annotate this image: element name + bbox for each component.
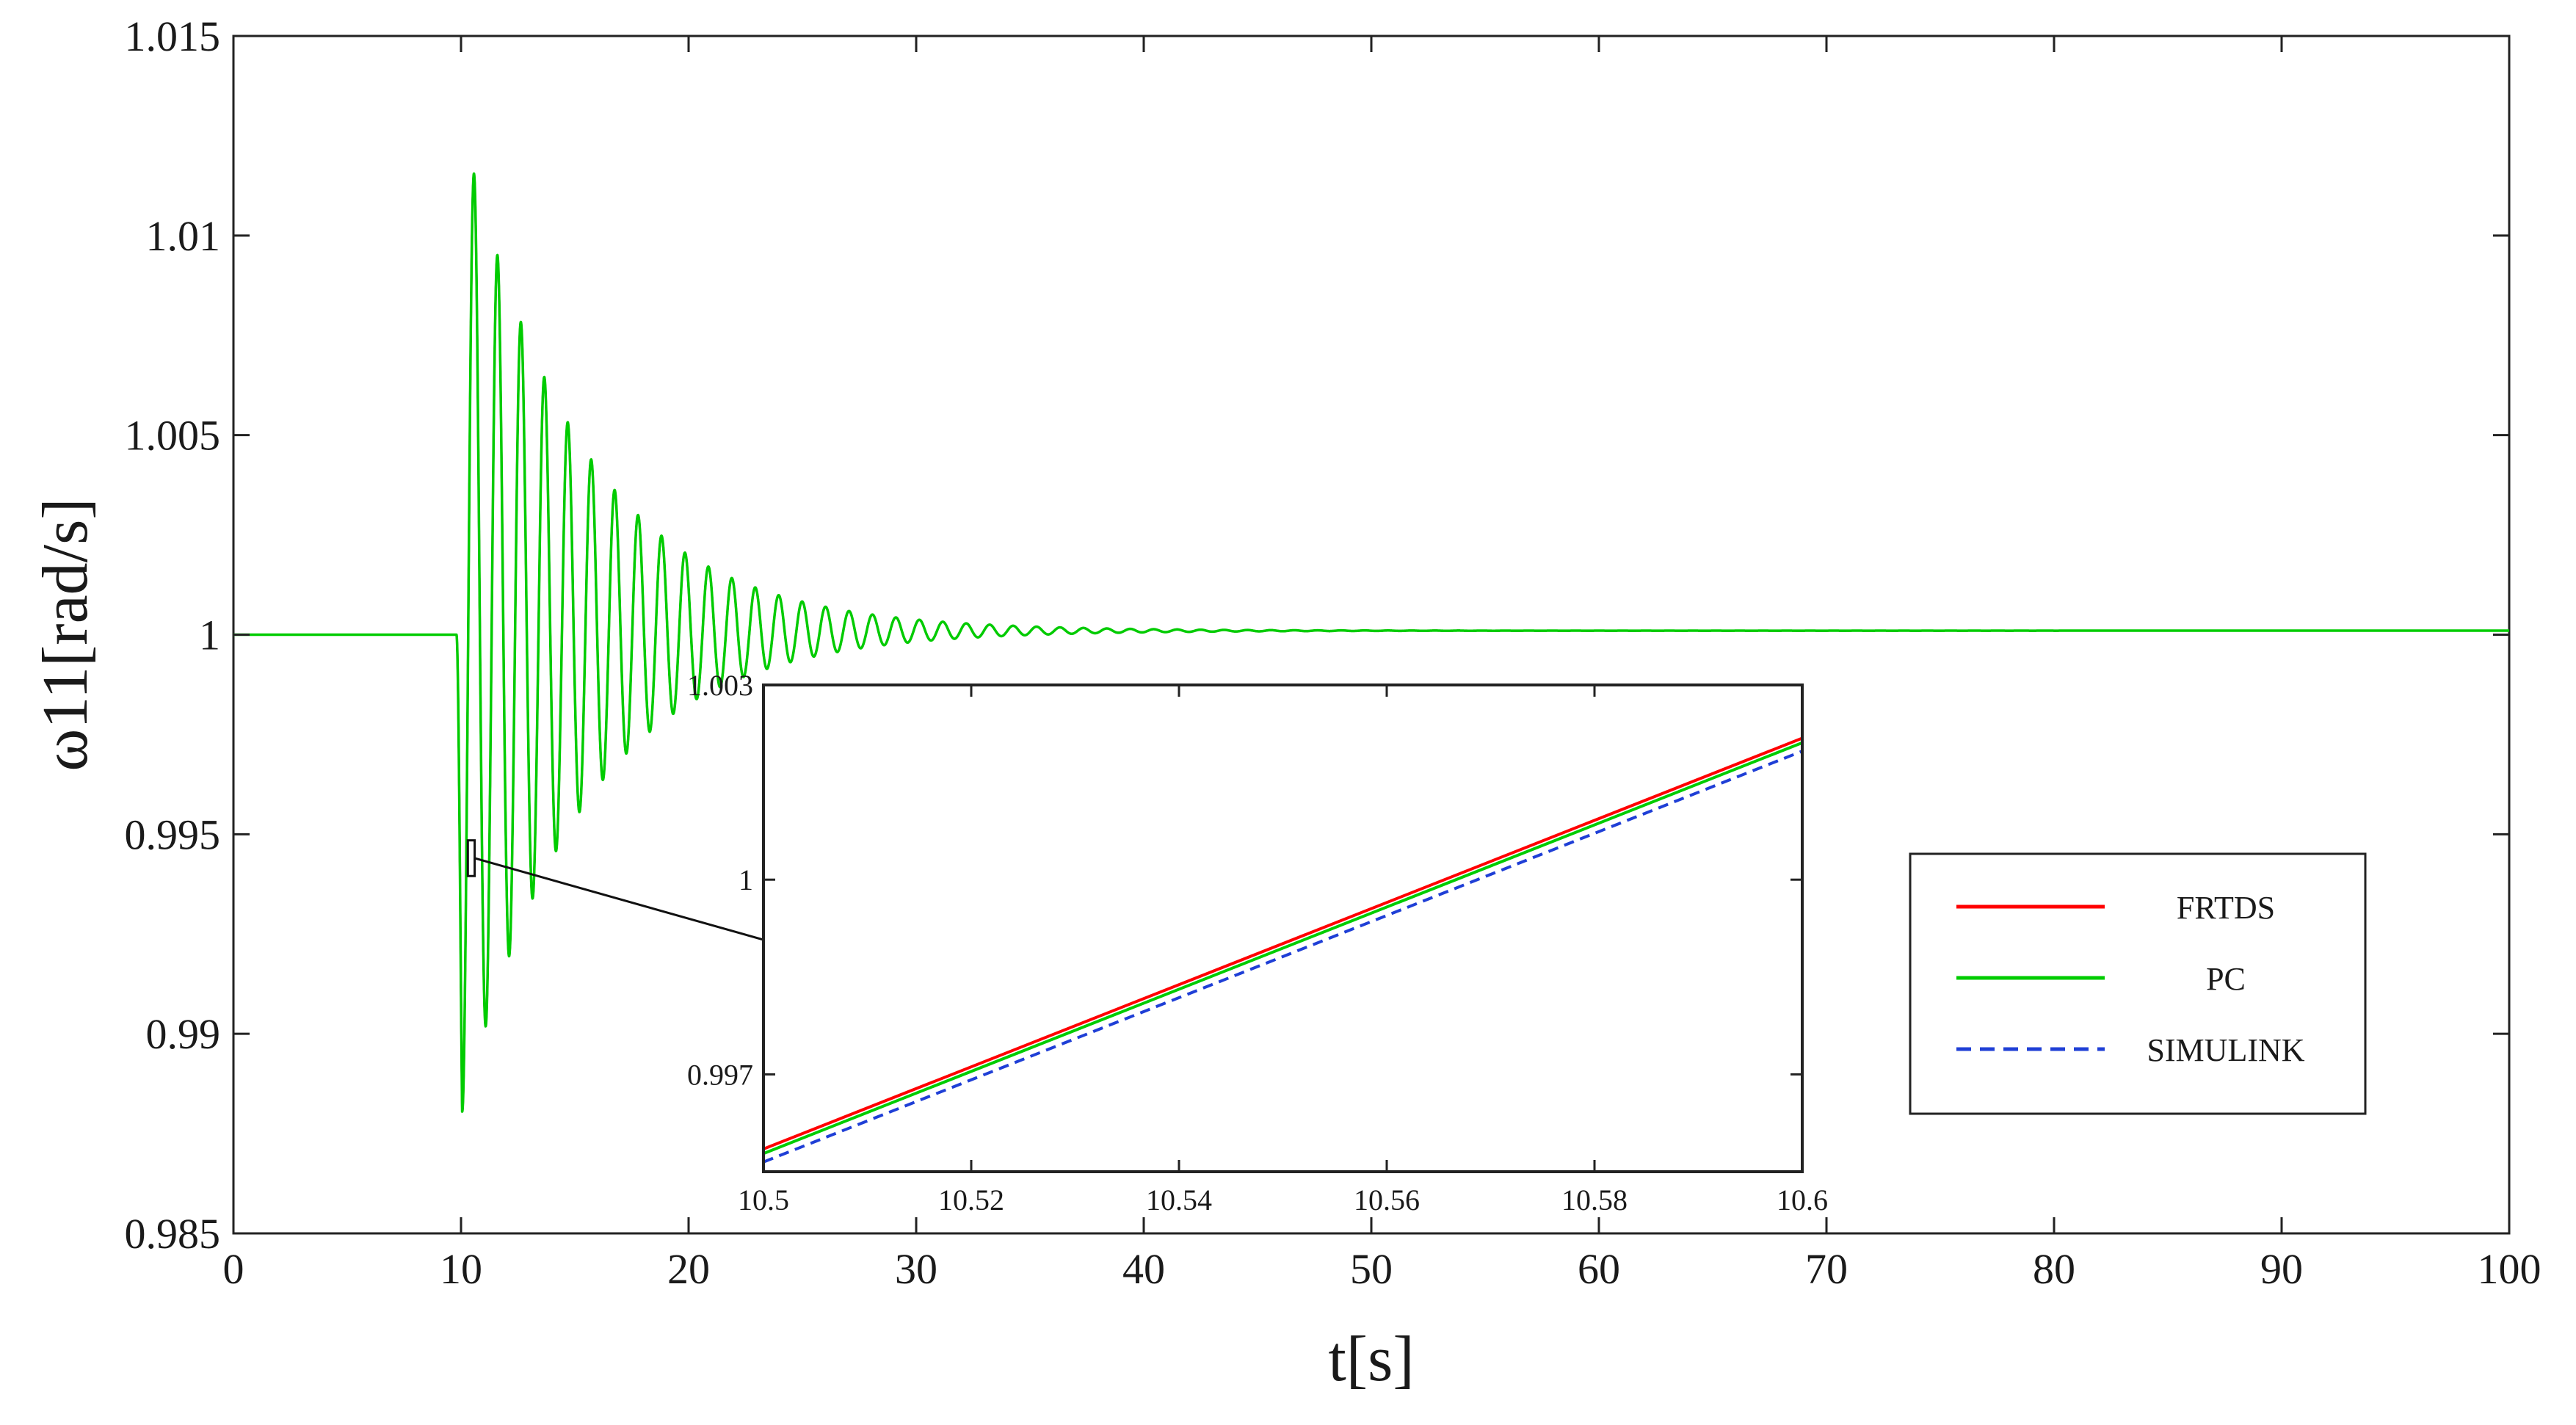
x-tick-label: 30 xyxy=(895,1245,937,1293)
inset-series-line-pc xyxy=(763,741,1802,1156)
legend-items: FRTDS PC SIMULINK xyxy=(1956,890,2305,1068)
x-tick-label: 50 xyxy=(1350,1245,1393,1293)
inset-series-line-frtds xyxy=(763,736,1802,1150)
inset-axis-ticks: 10.5 10.52 10.54 10.56 10.58 10.6 0.997 1 1.003 xyxy=(687,669,1828,1216)
y-tick-label: 0.99 xyxy=(146,1010,221,1058)
legend-label-frtds: FRTDS xyxy=(2177,890,2275,926)
x-tick-label: 0 xyxy=(223,1245,244,1293)
y-axis-title: ω11[rad/s] xyxy=(30,498,101,771)
inset-x-tick-label: 10.58 xyxy=(1561,1183,1628,1216)
x-tick-label: 80 xyxy=(2033,1245,2075,1293)
inset-x-tick-label: 10.5 xyxy=(738,1183,789,1216)
main-axis-ticks: 0 10 20 30 40 50 60 70 80 90 100 0.985 0.99 0.995 1 1.0… xyxy=(125,12,2541,1293)
x-tick-label: 60 xyxy=(1578,1245,1620,1293)
main-series-group xyxy=(233,172,2509,1113)
inset-background xyxy=(763,685,1802,1172)
x-axis-title: t[s] xyxy=(1328,1324,1414,1395)
inset-x-tick-label: 10.52 xyxy=(938,1183,1004,1216)
inset-x-tick-label: 10.56 xyxy=(1354,1183,1420,1216)
y-tick-label: 1 xyxy=(199,612,220,659)
legend-label-simulink: SIMULINK xyxy=(2147,1032,2304,1068)
inset-x-tick-label: 10.54 xyxy=(1146,1183,1212,1216)
inset-series-line-simulink xyxy=(763,750,1802,1164)
x-tick-label: 70 xyxy=(1805,1245,1848,1293)
series-line-pc xyxy=(233,172,2509,1113)
x-tick-label: 10 xyxy=(440,1245,482,1293)
inset-plot-frame xyxy=(762,684,1804,1173)
zoom-region-box xyxy=(466,839,476,877)
x-tick-label: 20 xyxy=(667,1245,710,1293)
legend: FRTDS PC SIMULINK xyxy=(1909,852,2367,1115)
x-tick-label: 40 xyxy=(1122,1245,1165,1293)
y-tick-label: 1.005 xyxy=(125,412,221,460)
inset-y-tick-label: 1 xyxy=(739,863,753,896)
inset-x-tick-label: 10.6 xyxy=(1777,1183,1828,1216)
legend-label-pc: PC xyxy=(2206,961,2246,997)
x-tick-label: 90 xyxy=(2260,1245,2303,1293)
y-tick-label: 0.995 xyxy=(125,811,221,858)
y-tick-label: 0.985 xyxy=(125,1210,221,1258)
y-tick-label: 1.015 xyxy=(125,12,221,60)
inset-y-tick-label: 1.003 xyxy=(687,669,753,702)
legend-box xyxy=(1909,852,2367,1115)
inset-plot: 10.5 10.52 10.54 10.56 10.58 10.6 0.997 1 1.003 xyxy=(687,669,1828,1216)
inset-series-group xyxy=(763,736,1802,1164)
y-tick-label: 1.01 xyxy=(146,212,221,260)
x-tick-label: 100 xyxy=(2478,1245,2541,1293)
zoom-arrow xyxy=(474,857,812,957)
main-plot: 0 10 20 30 40 50 60 70 80 90 100 0.985 0.99 0.995 1 1.0… xyxy=(30,12,2541,1395)
inset-y-tick-label: 0.997 xyxy=(687,1058,753,1091)
